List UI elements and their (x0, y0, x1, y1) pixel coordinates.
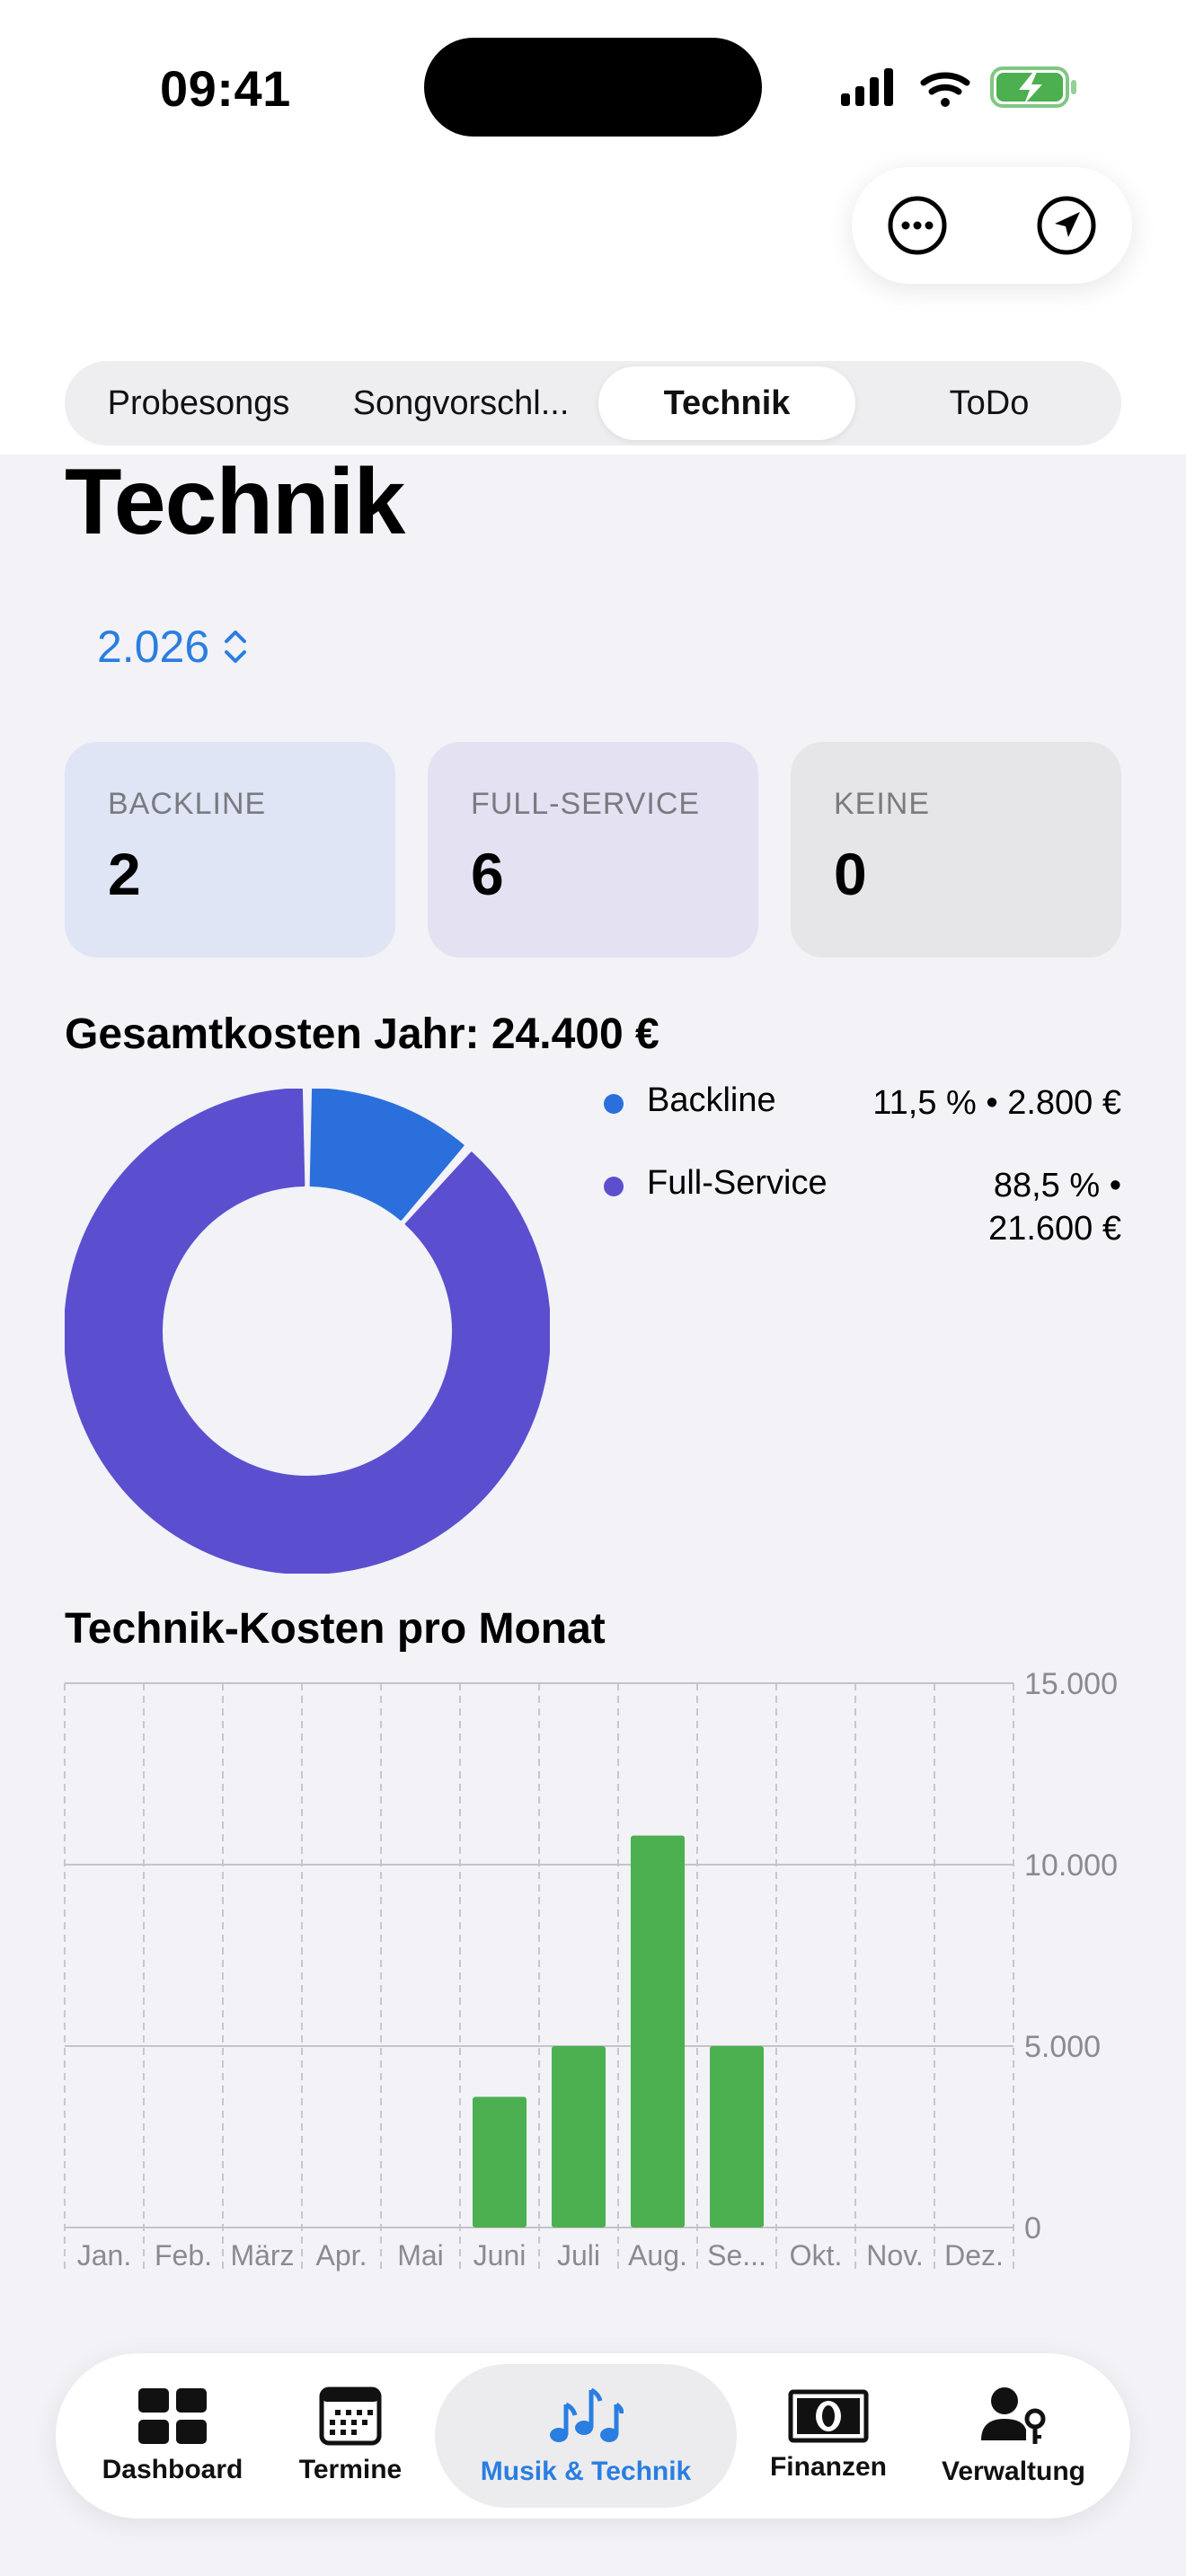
tab-label: Musik & Technik (480, 2457, 692, 2486)
tab-termine[interactable]: Termine (268, 2353, 433, 2519)
stat-card-label: KEINE (834, 787, 931, 821)
legend-name: Full-Service (647, 1164, 828, 1202)
legend-value: 88,5 % • 21.600 € (915, 1164, 1121, 1250)
y-tick-label: 15.000 (1024, 1667, 1118, 1701)
tab-label: Finanzen (769, 2452, 887, 2482)
x-tick-label: Apr. (316, 2239, 367, 2272)
donut-slice-backline (309, 1089, 465, 1221)
x-tick-label: Jan. (77, 2239, 131, 2272)
x-tick-label: Feb. (155, 2239, 212, 2272)
x-tick-label: Okt. (790, 2239, 843, 2272)
calendar-icon (319, 2386, 382, 2446)
segment-songvorschlaege[interactable]: Songvorschl... (352, 384, 570, 422)
segment-todo[interactable]: ToDo (949, 384, 1030, 422)
ellipsis-circle-icon (888, 196, 947, 255)
tab-verwaltung[interactable]: Verwaltung (924, 2353, 1103, 2519)
legend-dot (604, 1177, 624, 1196)
bar-6 (552, 2046, 606, 2228)
segment-probesongs[interactable]: Probesongs (107, 384, 290, 422)
more-button[interactable] (886, 194, 949, 257)
wifi-icon (920, 72, 970, 107)
x-tick-label: März (230, 2239, 294, 2272)
tab-bar: Dashboard Termine (56, 2353, 1130, 2519)
person-key-icon (981, 2387, 1046, 2444)
music-notes-icon (550, 2387, 624, 2442)
cellular-signal-icon (841, 68, 893, 106)
tab-musik-technik[interactable]: Musik & Technik (435, 2353, 737, 2519)
donut-slice-full-service (65, 1089, 550, 1574)
year-picker[interactable]: 2.026 (97, 620, 249, 674)
tab-active-highlight (435, 2364, 737, 2508)
bar-7 (631, 1835, 685, 2228)
tab-label: Dashboard (102, 2455, 243, 2484)
tab-dashboard[interactable]: Dashboard (83, 2353, 262, 2519)
x-tick-label: Dez. (944, 2239, 1004, 2272)
stat-card-keine: KEINE 0 (791, 742, 1121, 957)
status-time: 09:41 (160, 60, 291, 117)
x-tick-label: Mai (397, 2239, 444, 2272)
stat-card-full-service: FULL-SERVICE 6 (428, 742, 758, 957)
legend-entry-full-service: Full-Service 88,5 % • 21.600 € (604, 1164, 1121, 1250)
legend-entry-backline: Backline 11,5 % • 2.800 € (604, 1081, 1121, 1164)
x-tick-label: Se... (707, 2239, 766, 2272)
stat-card-value: 2 (108, 841, 141, 907)
bar-chart-title: Technik-Kosten pro Monat (65, 1605, 606, 1653)
bar-8 (710, 2046, 764, 2228)
chevron-up-down-icon (225, 631, 247, 663)
tab-finanzen[interactable]: Finanzen (739, 2353, 918, 2519)
segment-technik[interactable]: Technik (598, 366, 855, 440)
year-value: 2.026 (97, 622, 210, 672)
stat-card-value: 0 (834, 841, 867, 907)
cost-donut-chart (65, 1089, 550, 1574)
dynamic-island (424, 38, 762, 137)
stat-card-label: FULL-SERVICE (471, 787, 701, 821)
legend-name: Backline (647, 1081, 776, 1119)
status-icons (841, 66, 1076, 108)
legend-value: 11,5 % • 2.800 € (872, 1084, 1121, 1122)
location-arrow-circle-icon (1037, 196, 1096, 255)
bar-5 (473, 2096, 527, 2228)
legend-value-line1: 88,5 % • (993, 1167, 1121, 1204)
y-tick-label: 5.000 (1024, 2030, 1101, 2064)
x-tick-label: Nov. (866, 2239, 923, 2272)
battery-charging-icon (990, 66, 1076, 108)
y-tick-label: 0 (1024, 2211, 1041, 2245)
x-tick-label: Aug. (628, 2239, 687, 2272)
legend-value-line2: 21.600 € (988, 1210, 1121, 1248)
segmented-control: Probesongs Songvorschl... Technik ToDo (65, 361, 1121, 446)
y-tick-label: 10.000 (1024, 1848, 1118, 1883)
donut-legend: Backline 11,5 % • 2.800 € Full-Service 8… (604, 1081, 1121, 1250)
stat-card-backline: BACKLINE 2 (65, 742, 395, 957)
page-title: Technik (65, 450, 405, 554)
x-tick-label: Juni (474, 2239, 527, 2272)
tab-label: Verwaltung (941, 2457, 1086, 2486)
navigate-button[interactable] (1035, 194, 1098, 257)
stat-card-label: BACKLINE (108, 787, 267, 821)
tab-label: Termine (298, 2455, 403, 2484)
action-pill (852, 167, 1132, 284)
monthly-cost-bar-chart: 0 5.000 10.000 15.000 Jan. Feb. März Apr. Mai Jun… (64, 1667, 1118, 2272)
dashboard-grid-icon (138, 2388, 207, 2444)
banknote-icon (788, 2389, 869, 2443)
x-tick-label: Juli (557, 2239, 600, 2272)
stat-card-value: 6 (471, 841, 504, 907)
donut-title: Gesamtkosten Jahr: 24.400 € (65, 1010, 659, 1058)
legend-dot (604, 1094, 624, 1114)
